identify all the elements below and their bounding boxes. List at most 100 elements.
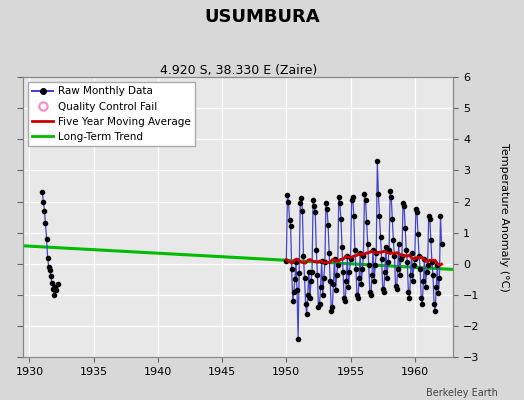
- Point: [285, 198, 293, 205]
- Point: [386, 188, 395, 194]
- Point: [352, 265, 360, 272]
- Point: [379, 289, 388, 295]
- Point: [38, 189, 47, 196]
- Point: [287, 223, 295, 230]
- Point: [358, 265, 366, 272]
- Point: [390, 253, 399, 259]
- Point: [329, 281, 337, 287]
- Point: [377, 256, 386, 262]
- Point: [380, 268, 389, 275]
- Point: [392, 286, 401, 292]
- Text: Berkeley Earth: Berkeley Earth: [426, 388, 498, 398]
- Point: [395, 240, 403, 247]
- Point: [48, 279, 56, 286]
- Point: [310, 203, 319, 210]
- Point: [398, 253, 406, 259]
- Point: [374, 190, 383, 197]
- Point: [416, 265, 424, 272]
- Point: [300, 275, 309, 281]
- Point: [323, 206, 331, 212]
- Point: [396, 272, 404, 278]
- Point: [342, 278, 351, 284]
- Point: [305, 295, 314, 301]
- Point: [430, 301, 438, 308]
- Point: [327, 307, 335, 314]
- Point: [321, 259, 329, 266]
- Point: [410, 262, 418, 269]
- Point: [313, 272, 322, 278]
- Point: [309, 197, 318, 203]
- Point: [362, 197, 370, 203]
- Point: [42, 236, 51, 242]
- Point: [320, 275, 328, 281]
- Point: [293, 287, 301, 294]
- Point: [365, 262, 373, 269]
- Point: [388, 216, 397, 222]
- Legend: Raw Monthly Data, Quality Control Fail, Five Year Moving Average, Long-Term Tren: Raw Monthly Data, Quality Control Fail, …: [28, 82, 195, 146]
- Point: [403, 259, 411, 266]
- Point: [337, 216, 345, 222]
- Point: [361, 190, 369, 197]
- Point: [43, 254, 52, 261]
- Point: [428, 259, 436, 266]
- Point: [312, 247, 321, 253]
- Title: 4.920 S, 38.330 E (Zaire): 4.920 S, 38.330 E (Zaire): [159, 64, 317, 77]
- Point: [301, 301, 310, 308]
- Point: [364, 240, 372, 247]
- Point: [296, 200, 304, 206]
- Point: [335, 194, 343, 200]
- Point: [328, 304, 336, 311]
- Point: [423, 262, 432, 269]
- Point: [420, 256, 429, 262]
- Point: [397, 256, 405, 262]
- Point: [52, 287, 60, 294]
- Point: [366, 289, 374, 295]
- Point: [401, 225, 409, 231]
- Point: [371, 262, 379, 269]
- Point: [282, 258, 290, 264]
- Point: [424, 212, 433, 219]
- Point: [381, 244, 390, 250]
- Point: [425, 216, 434, 222]
- Point: [346, 256, 355, 262]
- Point: [46, 267, 54, 273]
- Point: [40, 208, 49, 214]
- Point: [353, 292, 361, 298]
- Y-axis label: Temperature Anomaly (°C): Temperature Anomaly (°C): [499, 143, 509, 292]
- Point: [286, 217, 294, 224]
- Point: [350, 212, 358, 219]
- Point: [292, 259, 300, 266]
- Point: [326, 278, 334, 284]
- Point: [334, 262, 342, 269]
- Point: [436, 212, 445, 219]
- Point: [400, 203, 408, 210]
- Point: [50, 292, 58, 298]
- Point: [348, 194, 357, 200]
- Point: [308, 268, 316, 275]
- Point: [356, 250, 364, 256]
- Point: [336, 200, 344, 206]
- Point: [363, 219, 371, 225]
- Point: [417, 295, 425, 301]
- Point: [429, 272, 437, 278]
- Point: [399, 200, 407, 206]
- Point: [49, 286, 57, 292]
- Point: [359, 253, 368, 259]
- Point: [427, 237, 435, 244]
- Point: [295, 270, 303, 276]
- Point: [297, 195, 305, 202]
- Point: [302, 310, 311, 317]
- Point: [311, 209, 320, 216]
- Point: [319, 292, 327, 298]
- Point: [414, 231, 422, 238]
- Point: [383, 275, 391, 281]
- Point: [318, 258, 326, 264]
- Point: [39, 198, 48, 205]
- Point: [373, 158, 381, 164]
- Point: [338, 244, 346, 250]
- Point: [357, 281, 365, 287]
- Point: [413, 209, 421, 216]
- Point: [387, 194, 396, 200]
- Point: [418, 301, 427, 308]
- Point: [402, 247, 410, 253]
